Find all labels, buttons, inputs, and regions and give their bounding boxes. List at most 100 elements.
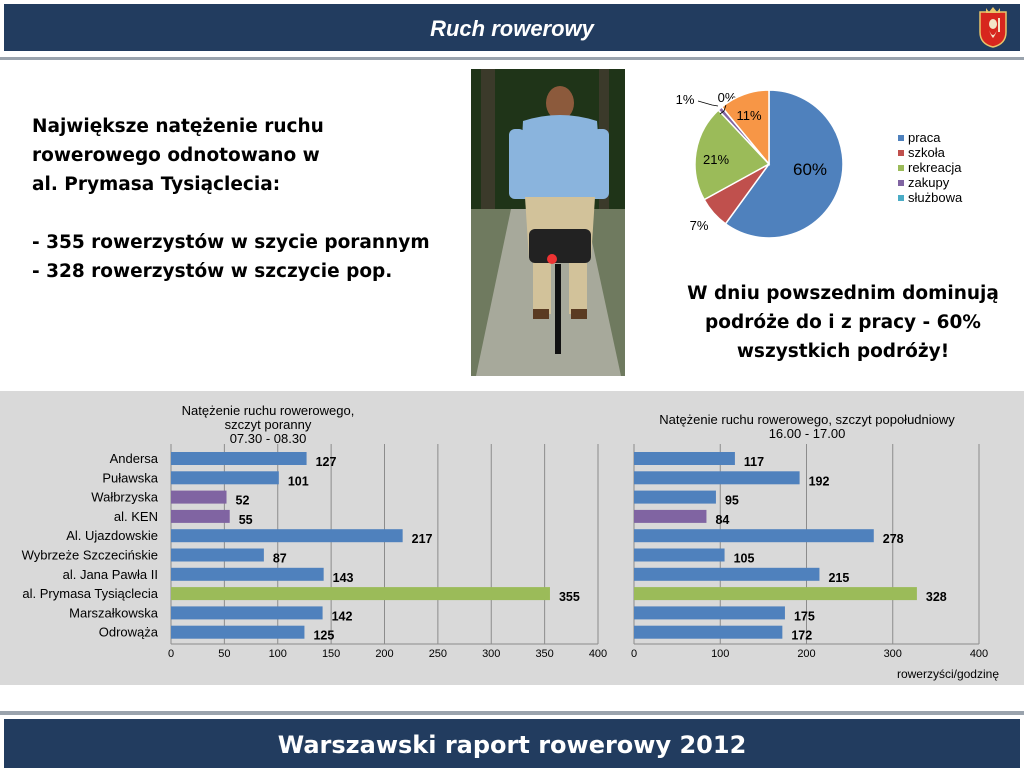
cyclist-photo — [471, 69, 625, 376]
bar-value-label: 55 — [239, 513, 253, 527]
pie-data-label: 7% — [690, 218, 709, 233]
bar-value-label: 95 — [725, 494, 739, 508]
category-label: al. Prymasa Tysiąclecia — [22, 586, 158, 601]
header-bar: Ruch rowerowy — [4, 4, 1020, 51]
legend-swatch — [898, 195, 904, 201]
bar-value-label: 127 — [316, 455, 337, 469]
right-text-line: podróże do i z pracy - 60% — [705, 312, 981, 333]
bar — [634, 529, 874, 543]
legend-label: szkoła — [908, 145, 946, 160]
legend-swatch — [898, 150, 904, 156]
x-tick-label: 50 — [218, 648, 230, 660]
pie-data-label: 60% — [793, 160, 827, 179]
x-tick-label: 300 — [884, 648, 902, 660]
bar-value-label: 142 — [332, 609, 353, 623]
bar — [634, 452, 735, 465]
pie-slice — [694, 108, 771, 201]
bar — [171, 567, 324, 581]
legend-swatch — [898, 165, 904, 171]
left-text-line: al. Prymasa Tysiąclecia: — [32, 174, 281, 195]
pie-data-label: 11% — [736, 108, 761, 123]
legend-label: praca — [908, 130, 941, 145]
bar-value-label: 84 — [715, 513, 729, 527]
warsaw-crest-icon — [979, 7, 1007, 48]
bar-value-label: 172 — [791, 629, 812, 643]
legend-swatch — [898, 180, 904, 186]
bar — [171, 490, 227, 504]
bar — [171, 471, 279, 485]
x-tick-label: 0 — [631, 648, 637, 660]
trip-purpose-pie-chart: 60%7%21%1% 0%11%pracaszkołarekreacjazakup… — [676, 89, 963, 239]
x-tick-label: 100 — [269, 648, 287, 660]
traffic-bar-charts: 0 50 100 150 200 250 300 350 400 Natężenie ruchu … — [22, 403, 1000, 681]
page-title: Ruch rowerowy — [430, 16, 594, 41]
chart-title: Natężenie ruchu rowerowego, szczyt popoł… — [659, 412, 955, 427]
bar-value-label: 143 — [333, 571, 354, 585]
pie-leader-line — [719, 104, 727, 115]
left-summary-text: Największe natężenie ruchu rowerowego od… — [32, 112, 452, 286]
chart-title: szczyt poranny — [225, 417, 312, 432]
x-tick-label: 150 — [322, 648, 340, 660]
bar — [634, 606, 785, 620]
bar-value-label: 192 — [809, 474, 830, 488]
right-summary-text: W dniu powszednim dominują podróże do i … — [665, 279, 1021, 366]
bar — [171, 548, 264, 562]
x-tick-label: 100 — [711, 648, 729, 660]
bar — [171, 587, 550, 601]
bar — [634, 625, 783, 639]
category-label: al. KEN — [114, 509, 158, 524]
bar-value-label: 87 — [273, 552, 287, 566]
category-label: Odrowąża — [99, 625, 159, 640]
bar-value-label: 105 — [734, 552, 755, 566]
bar-value-label: 52 — [236, 494, 250, 508]
bar — [634, 509, 707, 523]
category-label: Marszałkowska — [69, 605, 159, 620]
right-text-line: W dniu powszednim dominują — [687, 283, 999, 304]
bar-value-label: 117 — [744, 455, 764, 469]
bar — [171, 529, 403, 543]
bar — [171, 509, 230, 523]
bar-value-label: 328 — [926, 590, 947, 604]
bar-value-label: 217 — [412, 532, 433, 546]
bar — [634, 567, 820, 581]
category-label: al. Jana Pawła II — [63, 567, 158, 582]
header-divider — [0, 57, 1024, 60]
left-text-line: Największe natężenie ruchu — [32, 116, 324, 137]
pie-leader-line — [697, 100, 719, 107]
left-text-line: - 355 rowerzystów w szycie porannym — [32, 232, 430, 253]
bar-value-label: 101 — [288, 474, 309, 488]
x-tick-label: 300 — [482, 648, 500, 660]
bar-value-label: 215 — [828, 571, 849, 585]
legend-label: rekreacja — [908, 160, 962, 175]
x-axis-label: rowerzyści/godzinę — [897, 667, 999, 681]
chart-title: Natężenie ruchu rowerowego, — [182, 403, 355, 418]
bar — [171, 606, 323, 620]
bar-value-label: 278 — [883, 532, 904, 546]
x-tick-label: 400 — [589, 648, 607, 660]
category-label: Puławska — [102, 470, 158, 485]
bar — [634, 471, 800, 485]
pie-slice — [720, 89, 770, 167]
chart-title: 16.00 - 17.00 — [769, 426, 846, 441]
bar — [634, 490, 716, 504]
chart-title: 07.30 - 08.30 — [230, 431, 307, 446]
category-label: Al. Ujazdowskie — [66, 528, 158, 543]
x-tick-label: 0 — [168, 648, 174, 660]
footer-title: Warszawski raport rowerowy 2012 — [277, 731, 747, 759]
x-tick-label: 350 — [535, 648, 553, 660]
legend-label: służbowa — [908, 190, 963, 205]
right-text-line: wszystkich podróży! — [736, 341, 950, 362]
legend-label: zakupy — [908, 175, 950, 190]
x-tick-label: 200 — [375, 648, 393, 660]
footer-divider — [0, 711, 1024, 715]
bar — [634, 548, 725, 562]
category-label: Andersa — [110, 451, 159, 466]
x-tick-label: 400 — [970, 648, 988, 660]
category-label: Wałbrzyska — [91, 490, 158, 505]
bar-value-label: 175 — [794, 609, 815, 623]
left-text-line: - 328 rowerzystów w szczycie pop. — [32, 261, 393, 282]
bar-value-label: 355 — [559, 590, 580, 604]
bar — [634, 587, 917, 601]
pie-data-label: 21% — [703, 152, 729, 167]
category-label: Wybrzeże Szczecińskie — [22, 548, 158, 563]
